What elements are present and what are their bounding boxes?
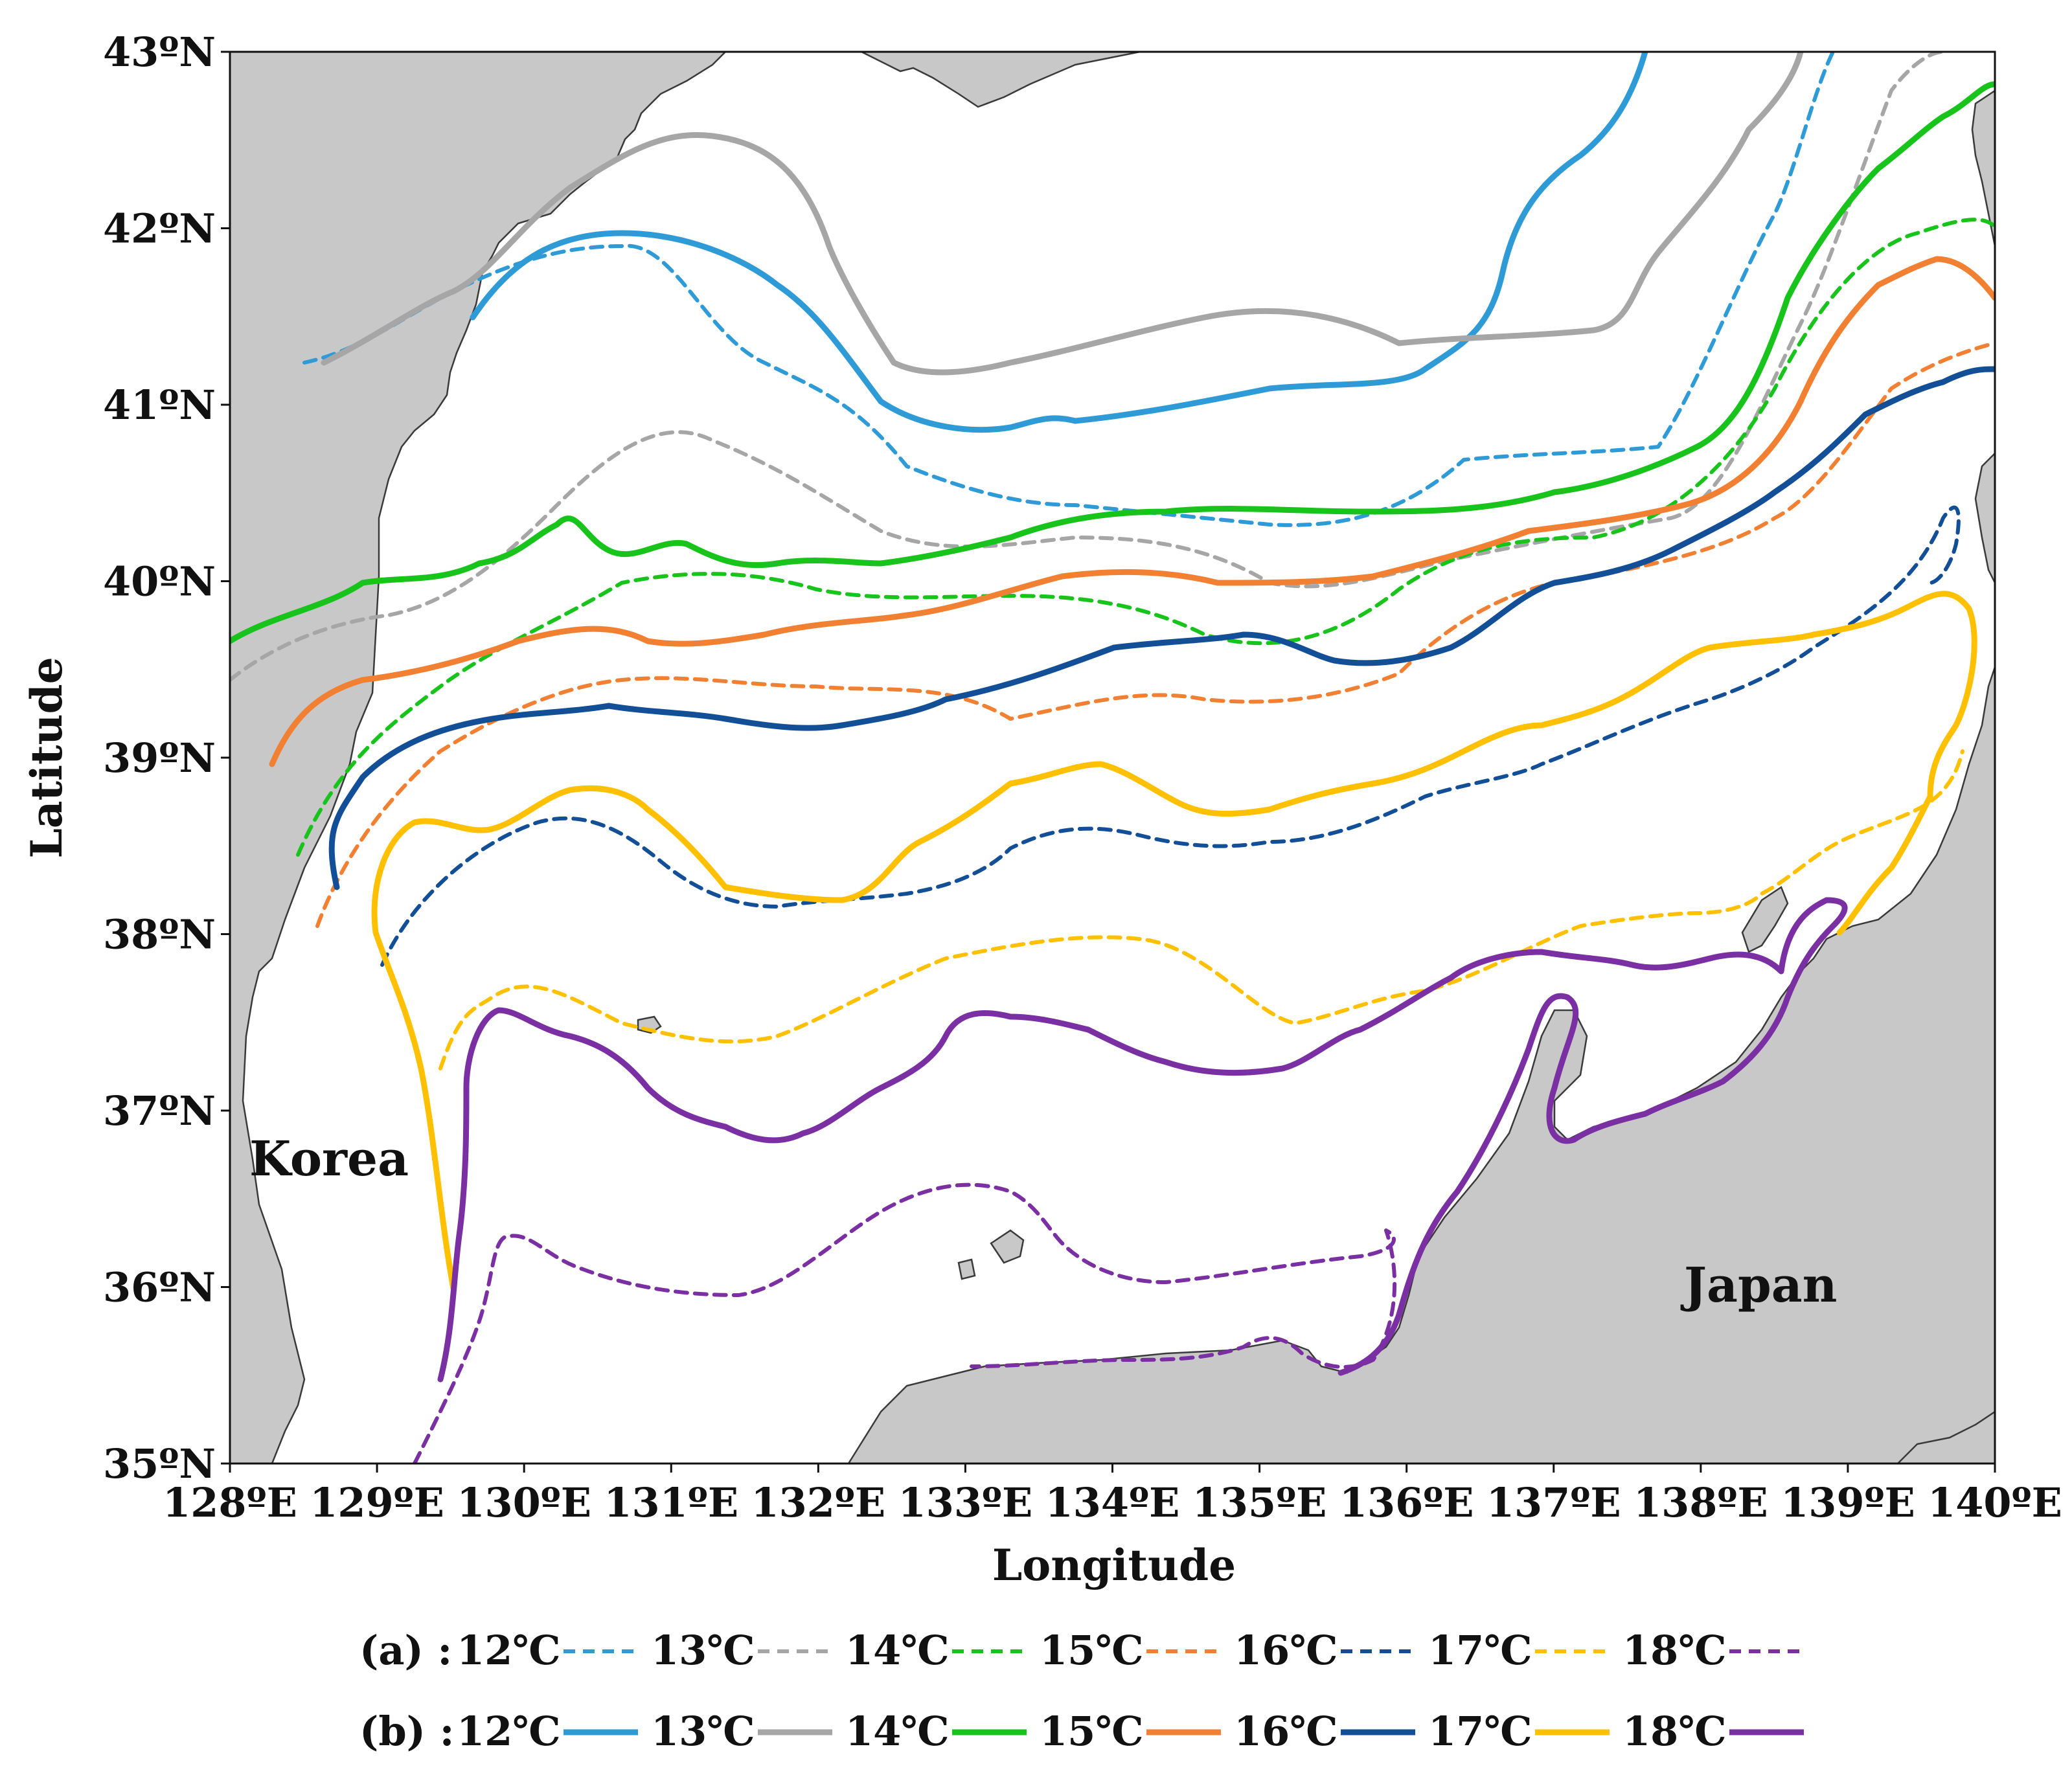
- isotherm-a-14: [296, 218, 1995, 857]
- land-hokkaido-tip: [1896, 1410, 1995, 1464]
- legend-entry-label: 17℃: [1428, 1627, 1532, 1674]
- lon-tick-label: 138ºE: [1634, 1479, 1768, 1526]
- lon-tick-label: 137ºE: [1486, 1479, 1621, 1526]
- legend-entry-label: 14℃: [845, 1708, 950, 1755]
- legend-row-b: 12℃ 13℃ 14℃ 15℃ 16℃ 17℃ 18℃: [457, 1708, 1804, 1755]
- legend-entry-label: 16℃: [1234, 1708, 1338, 1755]
- x-axis-label: Longitude: [992, 1540, 1236, 1590]
- land-oki-islands: [957, 1229, 1025, 1280]
- isotherm-a-16: [380, 505, 1961, 967]
- isotherm-a-15: [315, 341, 1995, 928]
- isotherm-b-13: [321, 52, 1804, 376]
- longitude-ticks: 128ºE 129ºE 130ºE 131ºE 132ºE 133ºE 134ºE 135ºE…: [163, 1464, 2062, 1526]
- lat-tick-label: 36ºN: [103, 1264, 216, 1311]
- lat-tick-label: 37ºN: [103, 1087, 216, 1135]
- legend-entry-label: 13℃: [651, 1627, 755, 1674]
- land-russia-north: [861, 52, 1141, 108]
- legend-entry-label: 16℃: [1234, 1627, 1338, 1674]
- legend-entry-label: 15℃: [1040, 1708, 1144, 1755]
- lat-tick-label: 41ºN: [103, 381, 216, 429]
- legend-entry-label: 15℃: [1040, 1627, 1144, 1674]
- isotherm-a-18: [413, 1182, 1397, 1464]
- latitude-ticks: 43ºN 42ºN 41ºN 40ºN 39ºN 38ºN 37ºN 36ºN 35ºN: [103, 28, 230, 1487]
- lat-tick-label: 40ºN: [103, 558, 216, 605]
- lat-tick-label: 39ºN: [103, 734, 216, 782]
- isotherm-a-12: [302, 52, 1835, 527]
- land-japan: [847, 89, 1995, 1464]
- isotherm-a-17: [438, 749, 1964, 1070]
- region-label-korea: Korea: [249, 1131, 409, 1187]
- legend-row-a: 12℃ 13℃ 14℃ 15℃ 16℃ 17℃ 18℃: [457, 1627, 1804, 1674]
- isotherm-b-16: [328, 366, 1995, 890]
- lon-tick-label: 136ºE: [1339, 1479, 1474, 1526]
- lon-tick-label: 133ºE: [898, 1479, 1033, 1526]
- legend: (a) : 12℃ 13℃ 14℃ 15℃ 16℃ 17℃ 18℃ (b) : 12℃ 13℃…: [359, 1627, 1804, 1755]
- isotherm-b-17: [371, 591, 1977, 1292]
- lat-tick-label: 38ºN: [103, 911, 216, 958]
- lon-tick-label: 135ºE: [1192, 1479, 1327, 1526]
- lat-tick-label: 42ºN: [103, 205, 216, 253]
- legend-entry-label: 14℃: [845, 1627, 950, 1674]
- lon-tick-label: 139ºE: [1781, 1479, 1915, 1526]
- lon-tick-label: 128ºE: [163, 1479, 297, 1526]
- legend-entry-label: 18℃: [1622, 1708, 1727, 1755]
- legend-row-b-label: (b) :: [359, 1708, 455, 1755]
- legend-entry-label: 12℃: [457, 1627, 561, 1674]
- region-label-japan: Japan: [1680, 1258, 1837, 1313]
- lat-tick-label: 35ºN: [103, 1440, 216, 1487]
- isotherm-b-14: [230, 81, 1995, 644]
- lon-tick-label: 130ºE: [457, 1479, 591, 1526]
- isotherm-b-18: [437, 897, 1848, 1383]
- isotherm-a-13: [230, 52, 1945, 682]
- lon-tick-label: 140ºE: [1928, 1479, 2062, 1526]
- lon-tick-label: 129ºE: [310, 1479, 444, 1526]
- lon-tick-label: 134ºE: [1045, 1479, 1180, 1526]
- map-content: [230, 52, 1995, 1464]
- y-axis-label: Latitude: [21, 657, 72, 858]
- land-sado-island: [1741, 886, 1789, 953]
- legend-row-a-label: (a) :: [359, 1627, 452, 1674]
- lon-tick-label: 131ºE: [604, 1479, 738, 1526]
- legend-entry-label: 12℃: [457, 1708, 561, 1755]
- legend-entry-label: 18℃: [1622, 1627, 1727, 1674]
- legend-entry-label: 17℃: [1428, 1708, 1532, 1755]
- isotherm-b-15: [269, 256, 1995, 767]
- isotherm-b-12: [470, 52, 1648, 433]
- legend-entry-label: 13℃: [651, 1708, 755, 1755]
- lat-tick-label: 43ºN: [103, 28, 216, 76]
- lon-tick-label: 132ºE: [751, 1479, 885, 1526]
